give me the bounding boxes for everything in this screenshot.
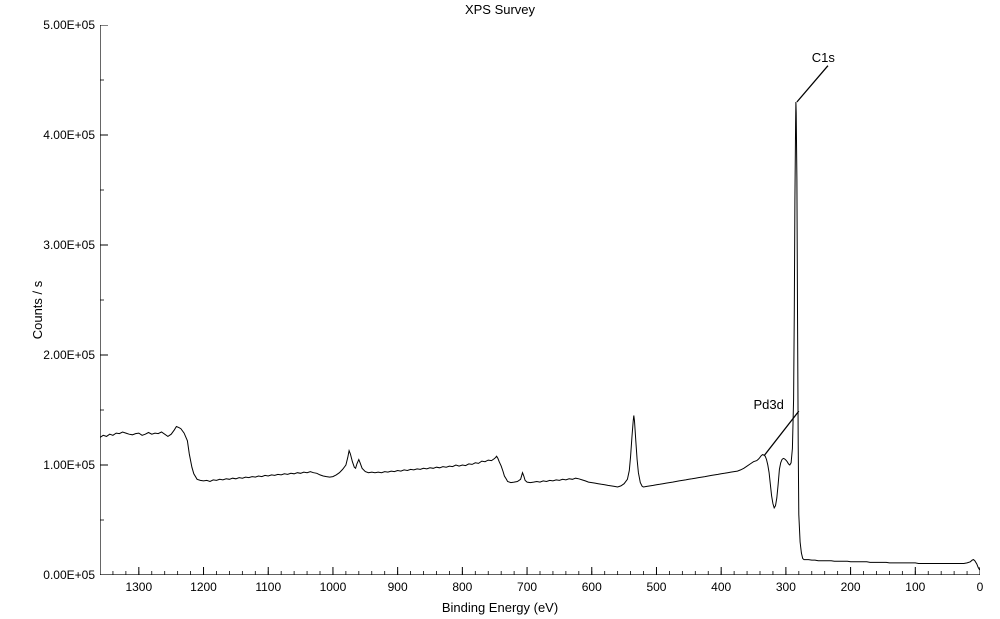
x-tick-label: 500 <box>646 580 666 594</box>
x-tick-label: 1100 <box>255 580 281 594</box>
chart-title: XPS Survey <box>0 2 1000 17</box>
y-axis-label: Counts / s <box>30 280 45 339</box>
peak-leader-C1s <box>797 66 828 102</box>
peak-leader-Pd3d <box>765 411 799 455</box>
x-tick-label: 1000 <box>320 580 347 594</box>
y-tick-label: 2.00E+05 <box>43 348 95 362</box>
x-tick-label: 1300 <box>125 580 152 594</box>
x-tick-label: 800 <box>452 580 472 594</box>
x-tick-label: 700 <box>517 580 537 594</box>
x-tick-label: 200 <box>841 580 861 594</box>
chart-container: XPS Survey Counts / s Binding Energy (eV… <box>0 0 1000 619</box>
x-tick-label: 300 <box>776 580 796 594</box>
spectrum-line <box>100 102 980 570</box>
y-tick-label: 5.00E+05 <box>43 18 95 32</box>
y-tick-label: 4.00E+05 <box>43 128 95 142</box>
peak-label-Pd3d: Pd3d <box>754 397 784 412</box>
y-tick-label: 1.00E+05 <box>43 458 95 472</box>
x-tick-label: 400 <box>711 580 731 594</box>
x-axis-label: Binding Energy (eV) <box>0 600 1000 615</box>
x-tick-label: 1200 <box>190 580 217 594</box>
x-tick-label: 600 <box>582 580 602 594</box>
x-tick-label: 100 <box>905 580 925 594</box>
y-tick-label: 3.00E+05 <box>43 238 95 252</box>
plot-area <box>100 25 980 575</box>
y-tick-label: 0.00E+05 <box>43 568 95 582</box>
x-tick-label: 900 <box>388 580 408 594</box>
x-tick-label: 0 <box>977 580 984 594</box>
peak-label-C1s: C1s <box>812 50 835 65</box>
